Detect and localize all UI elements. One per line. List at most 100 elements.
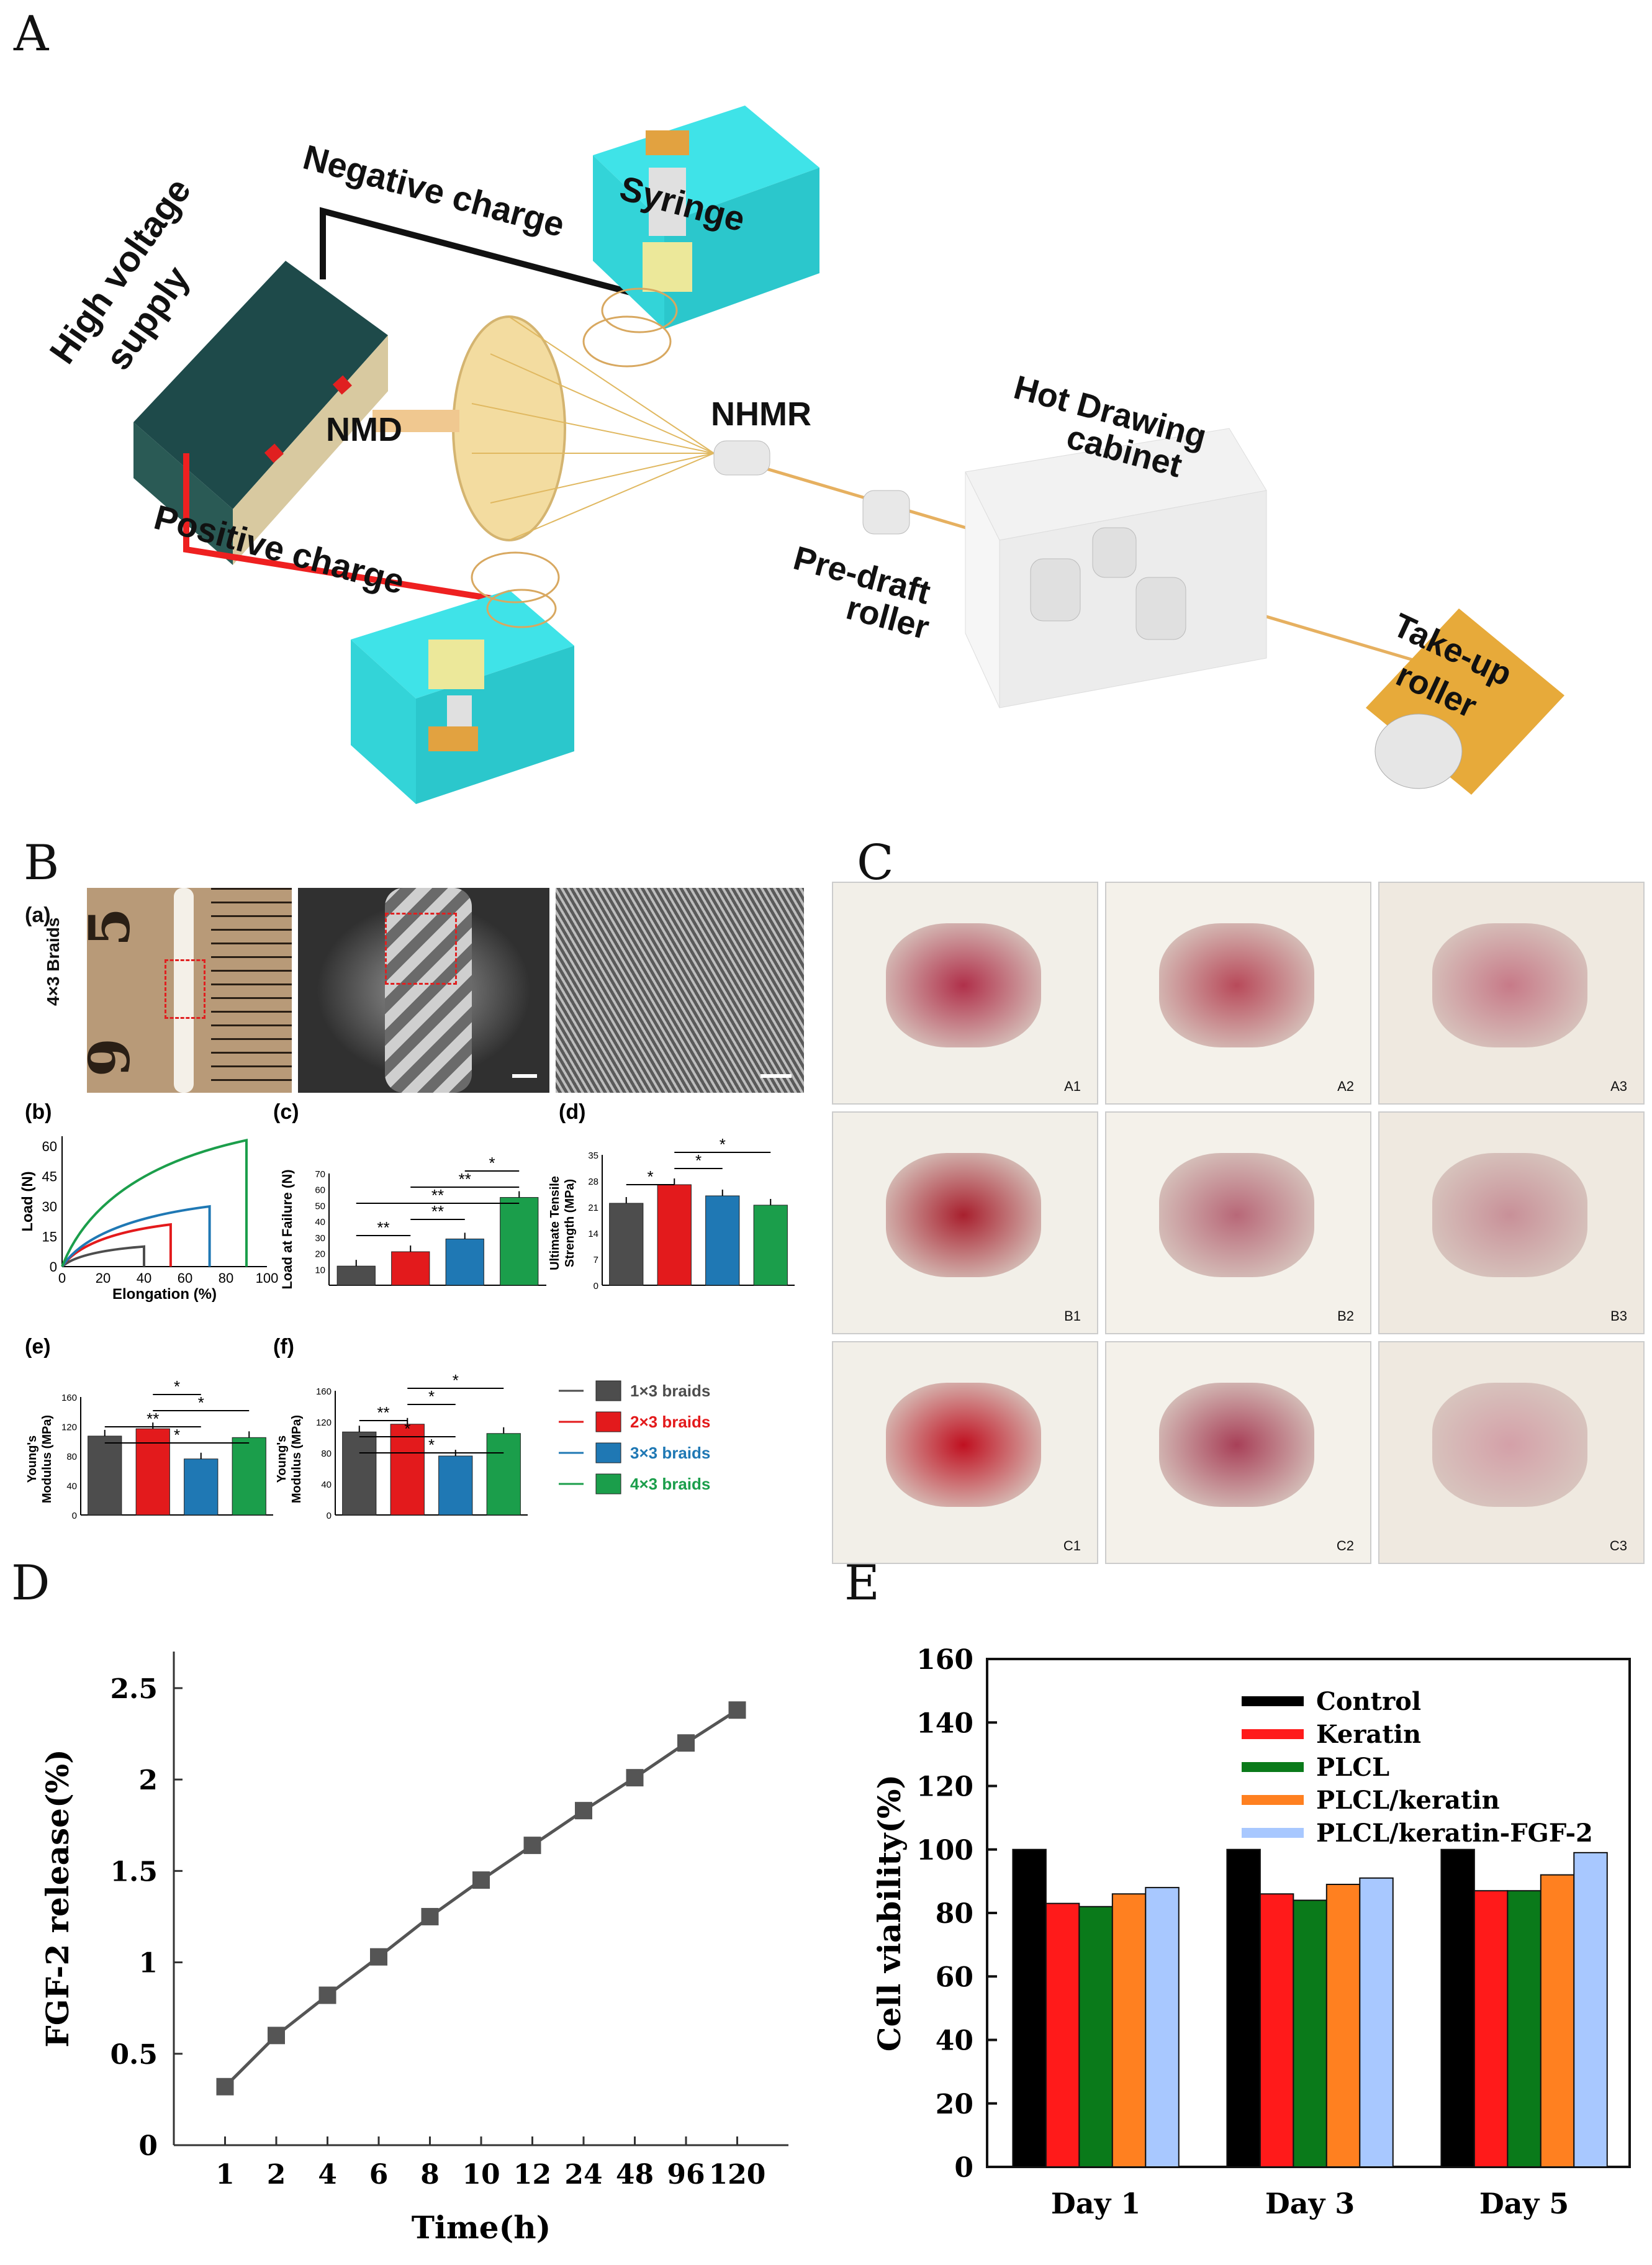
y-axis-label: FGF-2 release(%) <box>39 1749 76 2048</box>
significance-mark: * <box>695 1151 702 1170</box>
y-tick-label: 120 <box>61 1422 77 1433</box>
y-axis-label: Load (N) <box>19 1171 36 1231</box>
legend-label: 1×3 braids <box>630 1381 710 1400</box>
bar-3 <box>445 1238 484 1286</box>
braid-label: 4×3 Braids <box>43 917 63 1006</box>
wound-photo: B1 <box>832 1111 1098 1334</box>
wound-photo: C3 <box>1378 1341 1645 1564</box>
x-tick-label: 1 <box>215 2159 235 2190</box>
significance-mark: ** <box>147 1409 159 1428</box>
panel-label-b: B <box>24 835 60 891</box>
bar-PLCL/keratin-FGF-2 <box>1573 1851 1608 2168</box>
nhmr-roller <box>713 440 770 476</box>
bar-3 <box>705 1195 740 1286</box>
data-point <box>523 1837 541 1855</box>
bar-2 <box>390 1424 425 1516</box>
data-point <box>677 1734 695 1752</box>
y-tick-label: 10 <box>315 1265 325 1275</box>
x-tick-label: 40 <box>137 1270 151 1286</box>
electrospinning-schematic: High voltage supply Negative charge Posi… <box>42 106 1564 804</box>
bar-2 <box>391 1251 430 1286</box>
sub-label-b: (b) <box>25 1100 52 1124</box>
label-nmd: NMD <box>326 411 402 448</box>
y-tick-label: 40 <box>66 1481 77 1492</box>
y-tick-label: 120 <box>316 1417 332 1428</box>
sem-braid <box>385 888 472 1093</box>
y-tick-label: 40 <box>321 1480 332 1490</box>
data-point <box>318 1986 336 2004</box>
x-tick-label: Day 5 <box>1479 2187 1569 2220</box>
legend-swatch <box>595 1380 621 1401</box>
data-point <box>216 2077 234 2095</box>
nmd-collector <box>372 287 715 628</box>
scale-bar <box>761 1074 792 1078</box>
significance-mark: * <box>198 1393 204 1412</box>
data-point <box>626 1769 644 1787</box>
data-point <box>421 1907 439 1925</box>
data-point <box>370 1948 387 1966</box>
panel-label-a: A <box>14 6 49 62</box>
y-tick-label: 20 <box>936 2089 973 2120</box>
y-tick-label: 140 <box>916 1707 973 1739</box>
y-axis-label: Strength (MPa) <box>563 1179 577 1267</box>
bar-Control <box>1012 1848 1047 2168</box>
x-tick-label: 6 <box>369 2159 389 2190</box>
y-tick-label: 0.5 <box>110 2039 158 2071</box>
y-axis-label: Modulus (MPa) <box>290 1415 304 1503</box>
takeup-roller-shape <box>1366 608 1564 795</box>
y-tick-label: 0 <box>50 1259 57 1275</box>
y-tick-label: 80 <box>321 1449 332 1459</box>
x-tick-label: 2 <box>267 2159 286 2190</box>
y-tick-label: 0 <box>327 1511 332 1521</box>
wound-photo: B2 <box>1105 1111 1371 1334</box>
wound-photo: A3 <box>1378 882 1645 1105</box>
x-tick-label: 96 <box>667 2159 705 2190</box>
hot-drawing-cabinet <box>965 428 1267 708</box>
data-point <box>728 1701 746 1719</box>
chart-viability: 0 20 40 60 80 100 120 140 160 Cell viability(%) Da… <box>871 1644 1631 2220</box>
sem-zoom-box <box>385 913 457 985</box>
y-tick-label: 70 <box>315 1169 325 1180</box>
chart-release: 00.511.522.51 2 4 6 8 10 12 24 48 96 120Time(h)FGF… <box>39 1652 788 2246</box>
bar-PLCL/keratin <box>1540 1874 1575 2168</box>
y-tick-label: 45 <box>42 1169 57 1185</box>
x-axis-label: Time(h) <box>412 2209 551 2246</box>
significance-mark: ** <box>431 1202 444 1221</box>
bar-Control <box>1440 1848 1475 2168</box>
significance-mark: * <box>428 1387 435 1406</box>
photo-tag: B1 <box>1064 1308 1081 1324</box>
significance-mark: ** <box>431 1186 444 1205</box>
legend-label: PLCL <box>1316 1753 1389 1782</box>
legend-label: 4×3 braids <box>630 1475 710 1493</box>
y-tick-label: 0 <box>72 1511 77 1521</box>
y-tick-label: 160 <box>916 1644 973 1676</box>
x-tick-label: Day 1 <box>1051 2187 1140 2220</box>
photo-tag: B3 <box>1610 1308 1627 1324</box>
y-tick-label: 2 <box>138 1765 158 1796</box>
x-tick-label: Day 3 <box>1265 2187 1355 2220</box>
y-tick-label: 60 <box>936 1961 973 1993</box>
bar-PLCL/keratin-FGF-2 <box>1359 1877 1394 2168</box>
y-axis-label: Ultimate Tensile <box>548 1176 562 1270</box>
bar-PLCL/keratin-FGF-2 <box>1145 1887 1180 2168</box>
x-tick-label: 4 <box>318 2159 337 2190</box>
legend-label: PLCL/keratin <box>1316 1786 1500 1815</box>
photo-tag: C2 <box>1336 1538 1354 1553</box>
legend-b: 1×3 braids 2×3 braids 3×3 braids 4×3 braids <box>559 1380 710 1494</box>
photo-tag: B2 <box>1337 1308 1354 1324</box>
significance-mark: * <box>404 1419 410 1438</box>
legend-label: Control <box>1316 1687 1421 1716</box>
y-tick-label: 14 <box>588 1229 598 1239</box>
legend-label: PLCL/keratin-FGF-2 <box>1316 1819 1593 1848</box>
label-nhmr: NHMR <box>711 396 811 433</box>
wound-area <box>1432 1383 1587 1507</box>
y-tick-label: 1 <box>138 1948 158 1979</box>
wound-area <box>1432 923 1587 1047</box>
x-tick-label: 48 <box>616 2159 654 2190</box>
x-tick-label: 10 <box>462 2159 500 2190</box>
bar-3 <box>438 1455 473 1516</box>
curve-3 <box>61 1205 211 1268</box>
wound-area <box>886 923 1041 1047</box>
photo-tag: A3 <box>1610 1078 1627 1094</box>
bar-PLCL/keratin <box>1325 1883 1361 2168</box>
